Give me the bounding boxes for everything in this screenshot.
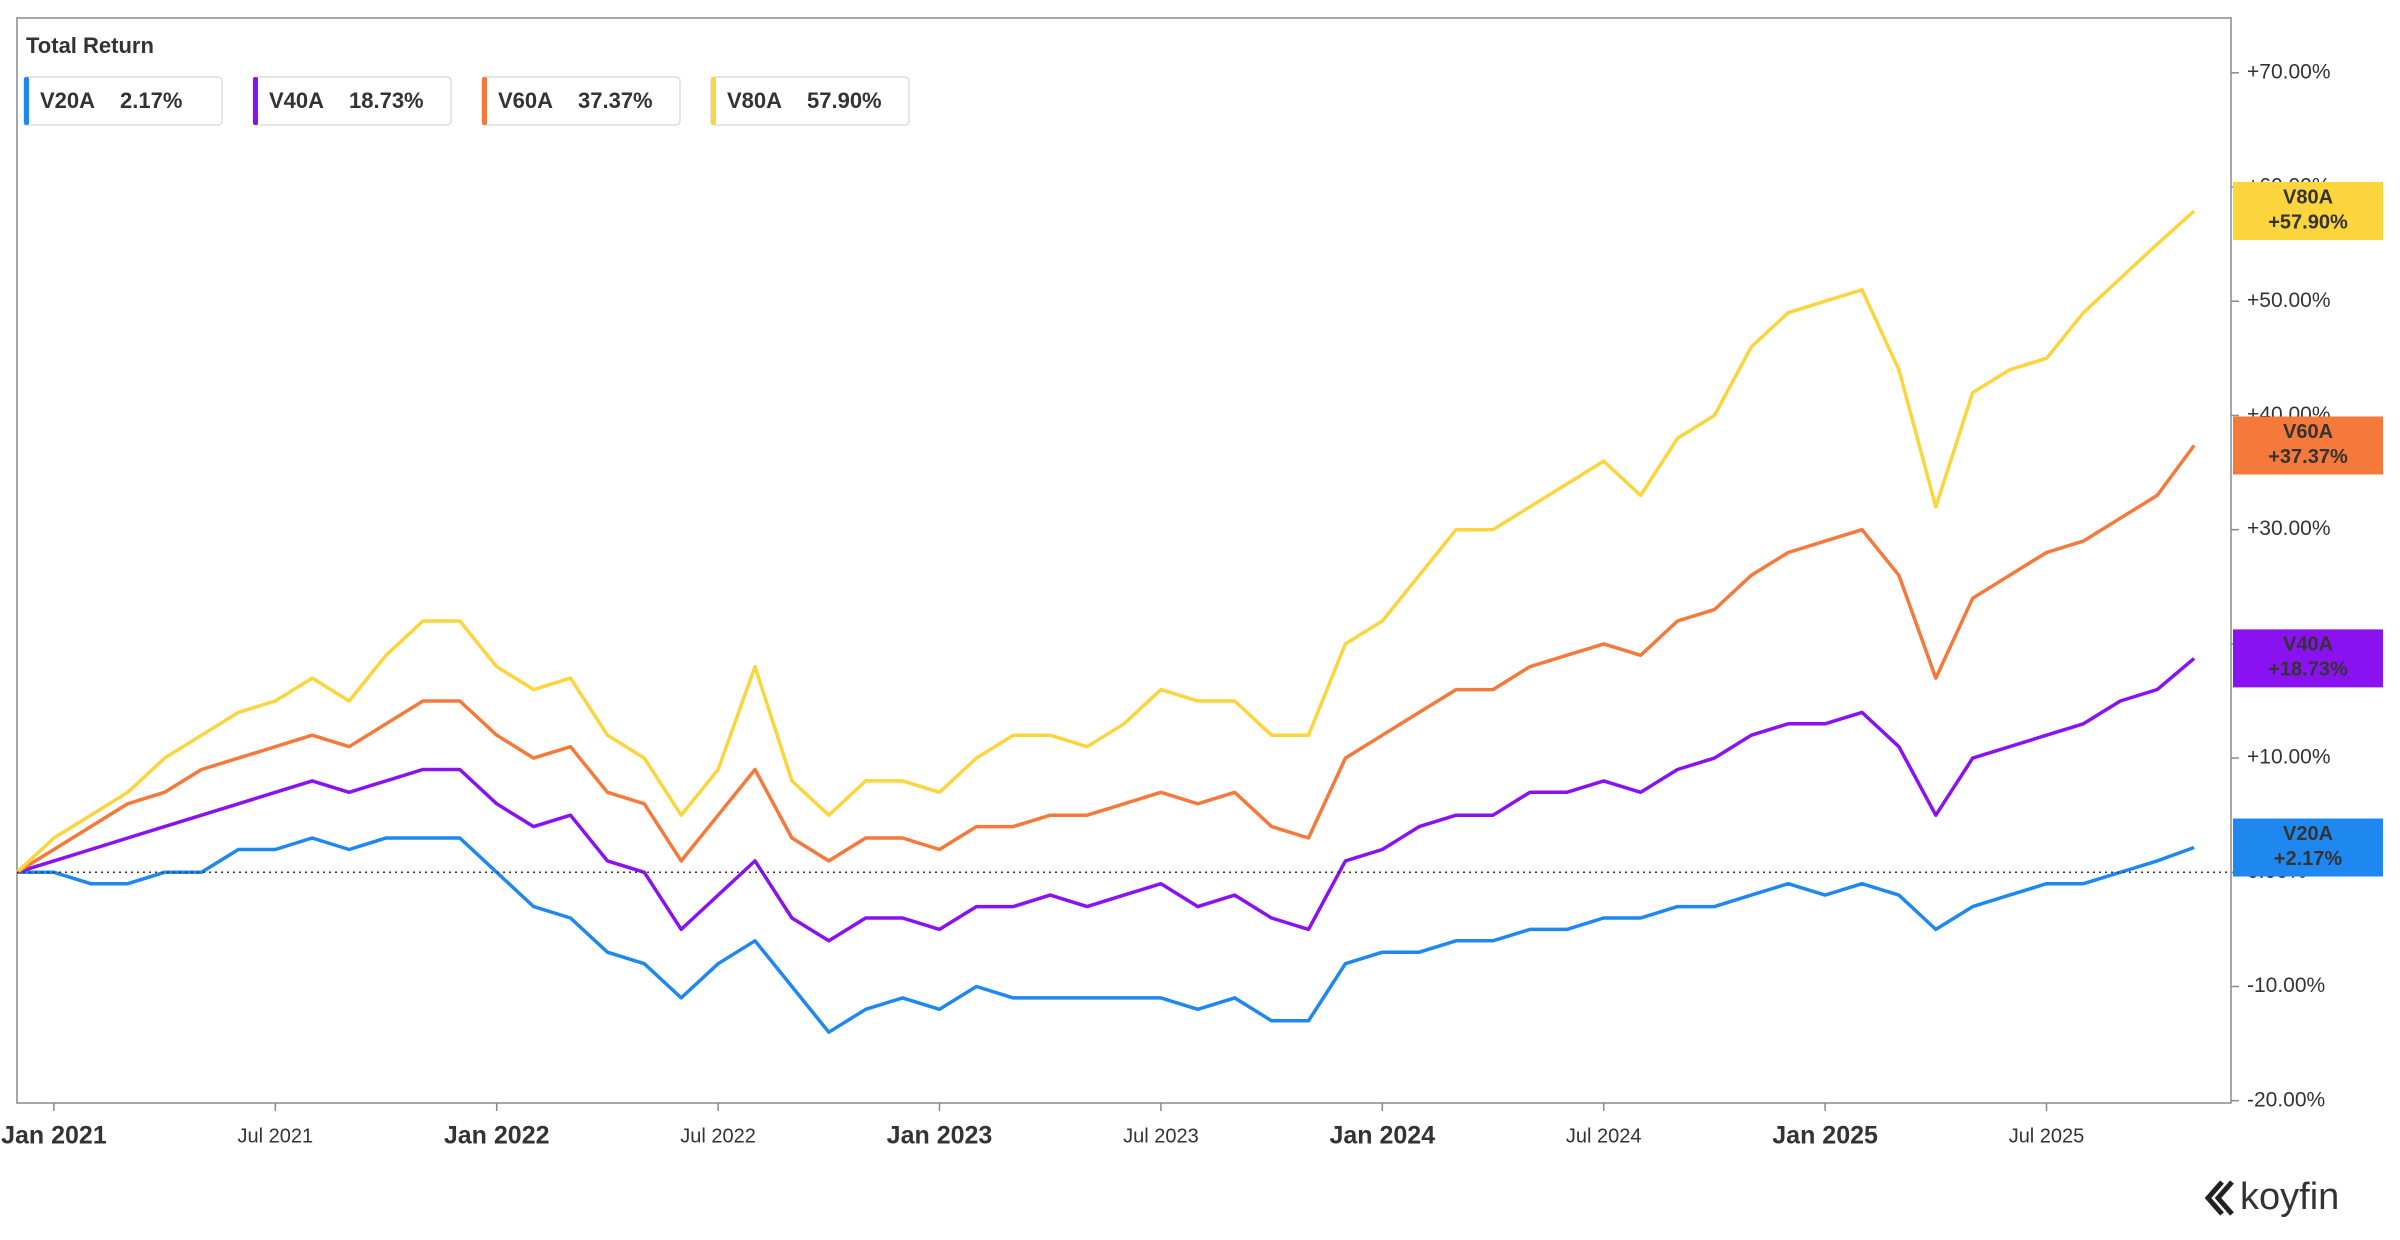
x-tick-label: Jul 2021 <box>237 1125 313 1147</box>
brand-icon <box>2204 1180 2234 1216</box>
end-tag-name: V40A <box>2283 634 2333 656</box>
end-tag-name: V60A <box>2283 421 2333 443</box>
end-tag <box>2233 818 2383 877</box>
y-tick-label: +70.00% <box>2247 60 2331 83</box>
x-tick-label: Jan 2021 <box>1 1122 107 1150</box>
legend-item: V80A 57.90% <box>710 76 910 126</box>
x-tick-label: Jul 2025 <box>2009 1125 2085 1147</box>
legend-name: V20A <box>40 88 95 113</box>
y-tick-label: -20.00% <box>2247 1088 2325 1111</box>
legend-name: V40A <box>269 88 324 113</box>
end-tag-value: +2.17% <box>2274 848 2343 870</box>
brand-logo: koyfin <box>2204 1176 2339 1218</box>
end-tag-name: V80A <box>2283 186 2333 208</box>
end-tag <box>2233 416 2383 475</box>
y-tick-label: +30.00% <box>2247 517 2331 540</box>
x-tick-label: Jul 2022 <box>680 1125 756 1147</box>
legend-value: 18.73% <box>349 88 424 113</box>
series-line <box>15 209 2196 874</box>
y-tick-label: +10.00% <box>2247 746 2331 769</box>
legend-item: V20A 2.17% <box>23 76 223 126</box>
legend-swatch <box>253 77 258 125</box>
end-tag-name: V20A <box>2283 823 2333 845</box>
brand-name: koyfin <box>2240 1176 2339 1218</box>
x-tick-label: Jan 2023 <box>887 1122 993 1150</box>
x-tick-label: Jul 2023 <box>1123 1125 1199 1147</box>
series-line <box>17 836 2195 1034</box>
legend-name: V80A <box>727 88 782 113</box>
legend-item: V60A 37.37% <box>481 76 681 126</box>
end-tag <box>2233 182 2383 241</box>
end-tag-value: +57.90% <box>2268 211 2348 233</box>
legend-item: V40A 18.73% <box>252 76 452 126</box>
chart-title: Total Return <box>26 33 154 58</box>
plot-area <box>15 209 2196 1034</box>
plot-frame <box>16 17 2232 1104</box>
y-tick-label: +50.00% <box>2247 289 2331 312</box>
legend-value: 2.17% <box>120 88 182 113</box>
x-tick-label: Jan 2025 <box>1772 1122 1878 1150</box>
x-tick-label: Jul 2024 <box>1566 1125 1642 1147</box>
y-tick-label: -10.00% <box>2247 974 2325 997</box>
end-tag-value: +18.73% <box>2268 659 2348 681</box>
x-tick-label: Jan 2024 <box>1329 1122 1435 1150</box>
legend-swatch <box>711 77 716 125</box>
end-tag-value: +37.37% <box>2268 446 2348 468</box>
series-line <box>16 444 2196 874</box>
end-tag <box>2233 629 2383 688</box>
legend-value: 37.37% <box>578 88 653 113</box>
series-line <box>16 657 2196 943</box>
legend-value: 57.90% <box>807 88 882 113</box>
legend-name: V60A <box>498 88 553 113</box>
legend-swatch <box>24 77 29 125</box>
x-tick-label: Jan 2022 <box>444 1122 550 1150</box>
legend-swatch <box>482 77 487 125</box>
